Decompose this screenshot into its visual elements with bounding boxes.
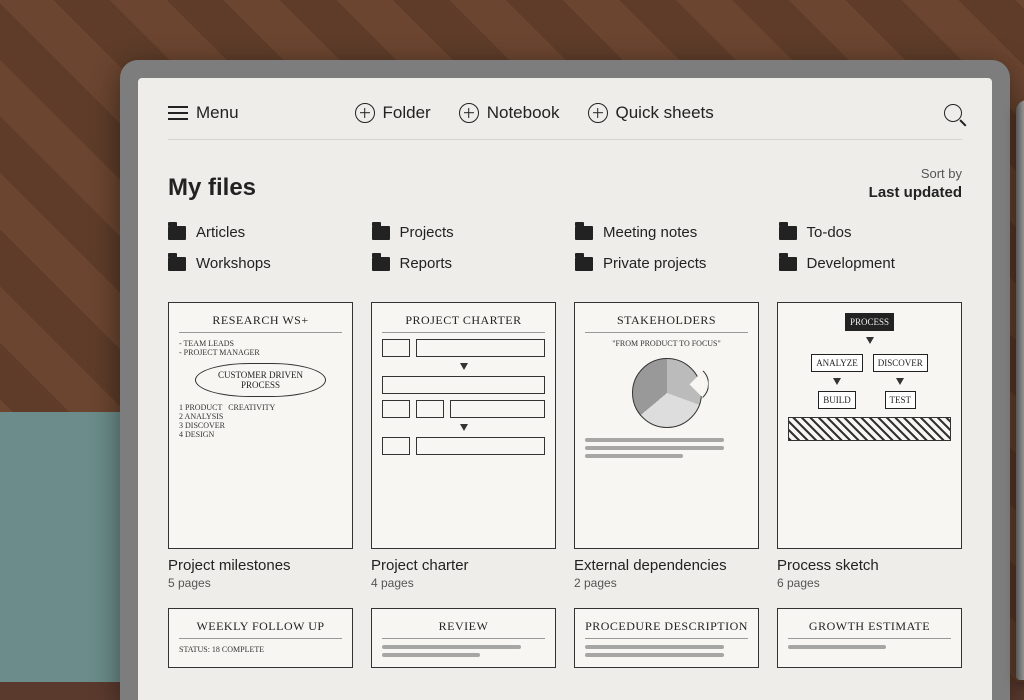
folder-label: Workshops [196,255,271,272]
menu-label: Menu [196,103,239,123]
thumb-title: GROWTH ESTIMATE [788,619,951,639]
folder-label: Folder [383,103,431,123]
note-item[interactable]: RESEARCH WS+ - TEAM LEADS - PROJECT MANA… [168,302,353,590]
folder-icon [372,226,390,240]
sort-value: Last updated [869,183,962,203]
note-item[interactable]: PROCESS ANALYZEBUILD DISCOVERTEST Proces… [777,302,962,590]
note-thumbnail: PROCESS ANALYZEBUILD DISCOVERTEST [777,302,962,549]
folder-label: Private projects [603,255,706,272]
folder-label: Development [807,255,895,272]
notes-grid: RESEARCH WS+ - TEAM LEADS - PROJECT MANA… [168,302,962,590]
folder-icon [575,257,593,271]
note-thumbnail: PROCEDURE DESCRIPTION [574,608,759,668]
folder-item[interactable]: Workshops [168,255,352,272]
note-item[interactable]: PROCEDURE DESCRIPTION [574,608,759,668]
folders-grid: Articles Projects Meeting notes To-dos W… [168,224,962,272]
folder-label: Reports [400,255,453,272]
note-item[interactable]: REVIEW [371,608,556,668]
folder-icon [779,257,797,271]
quick-sheets-button[interactable]: Quick sheets [588,103,714,123]
thumb-title: PROCEDURE DESCRIPTION [585,619,748,639]
note-thumbnail: PROJECT CHARTER [371,302,556,549]
hamburger-icon [168,106,188,120]
folder-item[interactable]: Reports [372,255,556,272]
note-thumbnail: REVIEW [371,608,556,668]
folder-label: Projects [400,224,454,241]
plus-icon [459,103,479,123]
note-title: Project charter [371,557,556,574]
search-button[interactable] [944,104,962,122]
note-pages: 6 pages [777,576,962,590]
note-title: Project milestones [168,557,353,574]
note-thumbnail: RESEARCH WS+ - TEAM LEADS - PROJECT MANA… [168,302,353,549]
tablet-device: Menu Folder Notebook Quick sheets My fil… [120,60,1010,700]
note-thumbnail: WEEKLY FOLLOW UP STATUS: 18 COMPLETE [168,608,353,668]
folder-label: To-dos [807,224,852,241]
note-item[interactable]: WEEKLY FOLLOW UP STATUS: 18 COMPLETE [168,608,353,668]
note-item[interactable]: STAKEHOLDERS "FROM PRODUCT TO FOCUS" Ext… [574,302,759,590]
folder-item[interactable]: Meeting notes [575,224,759,241]
note-pages: 5 pages [168,576,353,590]
plus-icon [355,103,375,123]
note-title: External dependencies [574,557,759,574]
note-thumbnail: STAKEHOLDERS "FROM PRODUCT TO FOCUS" [574,302,759,549]
new-folder-button[interactable]: Folder [355,103,431,123]
folder-icon [372,257,390,271]
plus-icon [588,103,608,123]
folder-item[interactable]: Projects [372,224,556,241]
notes-grid-row-2: WEEKLY FOLLOW UP STATUS: 18 COMPLETE REV… [168,608,962,668]
thumb-title: PROCESS [845,313,894,331]
folder-item[interactable]: Development [779,255,963,272]
thumb-title: RESEARCH WS+ [179,313,342,333]
folder-item[interactable]: To-dos [779,224,963,241]
sort-control[interactable]: Sort by Last updated [869,166,962,202]
note-pages: 4 pages [371,576,556,590]
folder-icon [779,226,797,240]
thumb-title: REVIEW [382,619,545,639]
note-pages: 2 pages [574,576,759,590]
quicksheets-label: Quick sheets [616,103,714,123]
note-title: Process sketch [777,557,962,574]
folder-icon [575,226,593,240]
note-thumbnail: GROWTH ESTIMATE [777,608,962,668]
thumb-title: WEEKLY FOLLOW UP [179,619,342,639]
screen: Menu Folder Notebook Quick sheets My fil… [138,78,992,700]
folder-item[interactable]: Articles [168,224,352,241]
search-icon [944,104,962,122]
folder-icon [168,226,186,240]
thumb-title: STAKEHOLDERS [585,313,748,333]
new-notebook-button[interactable]: Notebook [459,103,560,123]
folder-label: Articles [196,224,245,241]
stylus [1016,100,1024,680]
sort-label: Sort by [869,166,962,183]
notebook-label: Notebook [487,103,560,123]
thumb-title: PROJECT CHARTER [382,313,545,333]
page-title: My files [168,174,256,202]
folder-icon [168,257,186,271]
note-item[interactable]: PROJECT CHARTER Project charter 4 pages [371,302,556,590]
menu-button[interactable]: Menu [168,103,239,123]
toolbar: Menu Folder Notebook Quick sheets [168,100,962,140]
folder-item[interactable]: Private projects [575,255,759,272]
folder-label: Meeting notes [603,224,697,241]
note-item[interactable]: GROWTH ESTIMATE [777,608,962,668]
